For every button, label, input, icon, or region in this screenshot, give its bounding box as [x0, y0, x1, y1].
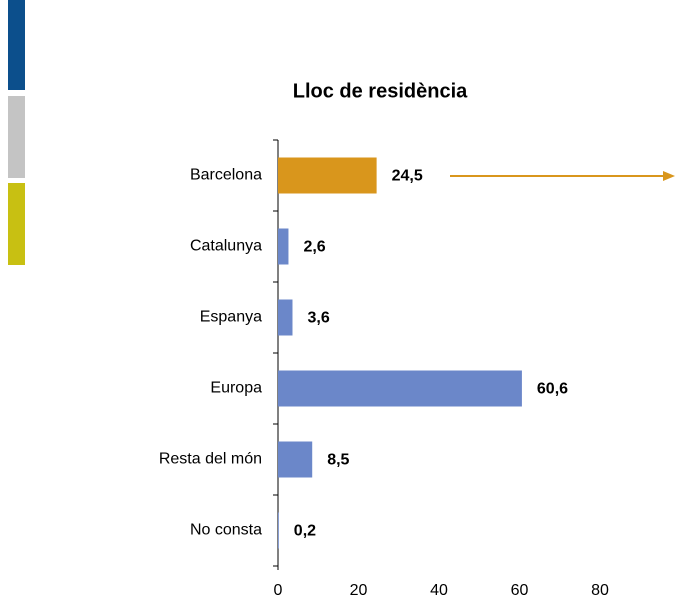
y-tick-label: Catalunya	[190, 238, 262, 255]
y-tick-label: Europa	[210, 380, 262, 397]
decor-bar	[8, 0, 25, 90]
value-label: 60,6	[537, 381, 568, 398]
x-tick-label: 80	[591, 582, 609, 599]
y-tick-label: Espanya	[200, 309, 262, 326]
x-tick-label: 0	[274, 582, 283, 599]
bar	[278, 512, 279, 549]
y-tick-label: Barcelona	[190, 167, 262, 184]
value-label: 24,5	[392, 168, 423, 185]
chart-title: Lloc de residència	[293, 80, 468, 102]
bar	[278, 299, 293, 336]
bar	[278, 228, 289, 265]
x-tick-label: 60	[511, 582, 529, 599]
x-tick-label: 40	[430, 582, 448, 599]
x-tick-label: 20	[350, 582, 368, 599]
bar	[278, 157, 377, 194]
value-label: 3,6	[307, 310, 329, 327]
decor-bar	[8, 96, 25, 178]
bar	[278, 370, 522, 407]
decor-bar	[8, 183, 25, 265]
value-label: 2,6	[303, 239, 325, 256]
arrow-head	[663, 171, 675, 181]
value-label: 0,2	[294, 523, 316, 540]
value-label: 8,5	[327, 452, 349, 469]
y-tick-label: No consta	[190, 522, 262, 539]
y-tick-label: Resta del món	[159, 451, 262, 468]
bar	[278, 441, 313, 478]
